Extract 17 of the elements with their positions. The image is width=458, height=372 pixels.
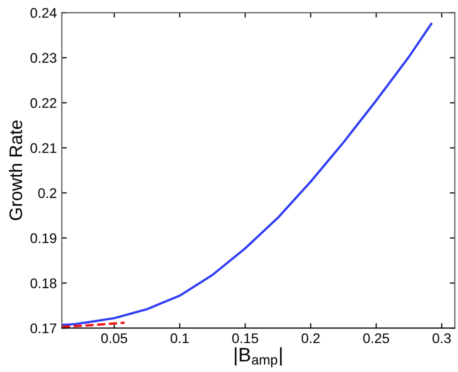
y-tick-label: 0.24: [30, 8, 57, 18]
y-tick-label: 0.21: [30, 143, 56, 154]
x-tick-label: 0.15: [232, 333, 258, 344]
y-tick-label: 0.18: [30, 278, 56, 288]
y-tick-label: 0.19: [30, 233, 56, 244]
x-tick-label: 0.1: [170, 333, 189, 344]
x-tick-label: 0.2: [302, 333, 320, 344]
line-series: [62, 22, 432, 326]
x-tick-label: 0.25: [363, 333, 390, 344]
y-tick-label: 0.17: [30, 323, 56, 334]
x-tick-label: 0.3: [432, 333, 451, 344]
x-tick-label: 0.05: [101, 333, 128, 344]
y-tick-label: 0.23: [30, 53, 56, 63]
y-tick-label: 0.22: [30, 98, 56, 108]
y-tick-label: 0.2: [38, 188, 56, 198]
y-axis-title: Growth Rate: [8, 120, 22, 220]
x-axis-title: |B$_{amp}$|: [234, 347, 282, 368]
